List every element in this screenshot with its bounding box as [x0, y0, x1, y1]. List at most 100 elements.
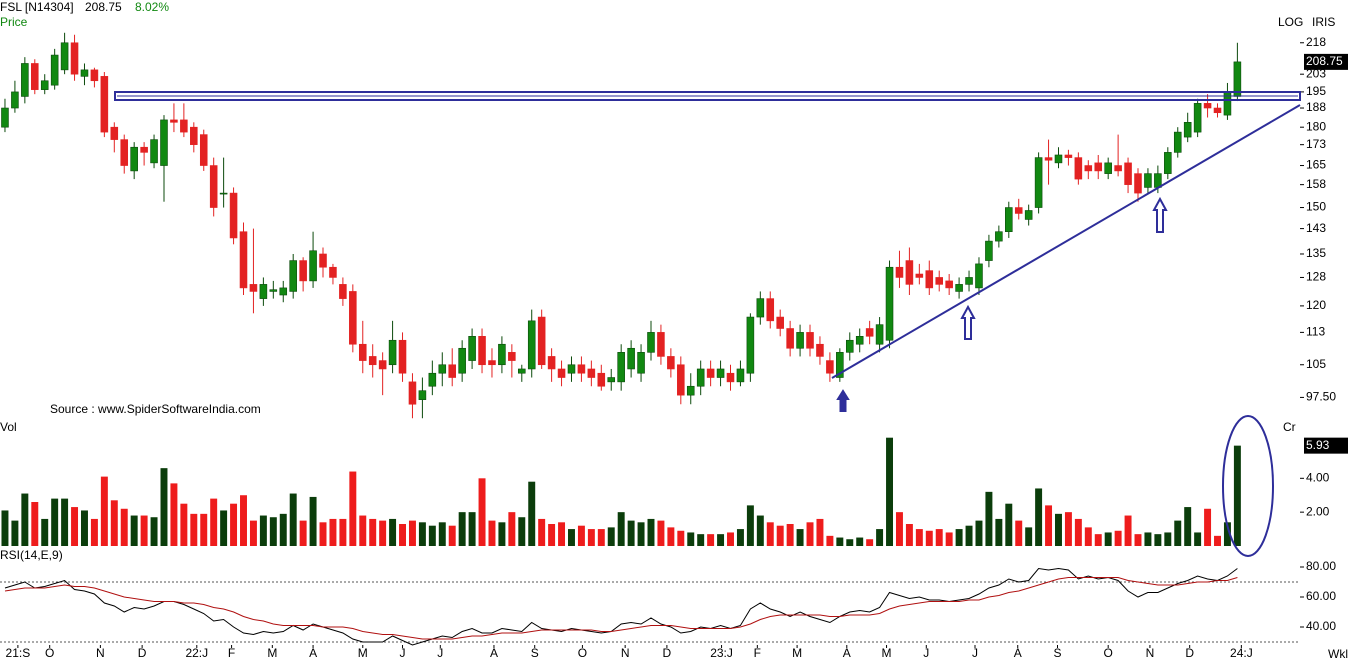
candle-body [1223, 91, 1232, 116]
volume-bar [329, 518, 337, 546]
y-tick-label: 128 [1306, 270, 1326, 284]
candle-body [1034, 157, 1043, 208]
volume-bar [627, 520, 635, 546]
y-tick-label: 113 [1306, 325, 1325, 339]
last-price-box [1304, 53, 1348, 70]
candle-body [418, 390, 427, 400]
candle-body [279, 287, 288, 296]
candle-body [1024, 210, 1033, 220]
candle-body [796, 332, 804, 349]
candle-body [209, 165, 218, 208]
volume-bar [488, 520, 496, 546]
candle-body [299, 260, 307, 282]
candle-body [1064, 154, 1073, 158]
candle-body [1114, 165, 1122, 172]
x-tick-label: A [309, 646, 317, 660]
candle-body [1005, 207, 1013, 233]
candle-body [716, 368, 725, 378]
volume-bar [975, 520, 983, 546]
volume-bar [160, 468, 168, 546]
candle-body [150, 139, 158, 164]
candle-body [746, 316, 755, 374]
volume-bar [826, 535, 834, 546]
x-tick-label: 23:J [710, 646, 733, 660]
candle-body [1193, 103, 1202, 133]
candle-body [378, 360, 387, 370]
volume-bar [41, 518, 49, 546]
candle-body [80, 69, 89, 77]
y-tick-label: 188 [1306, 100, 1326, 114]
candle-body [468, 336, 476, 361]
candle-body [885, 266, 894, 341]
volume-bar [1025, 527, 1033, 546]
candle-body [478, 336, 486, 366]
volume-bar [687, 532, 695, 546]
candle-body [1094, 162, 1103, 172]
candle-body [349, 291, 357, 345]
candle-body [249, 284, 258, 292]
volume-bar [130, 515, 138, 546]
volume-bar [319, 522, 327, 546]
volume-bar [568, 529, 575, 546]
candle-body [120, 139, 129, 166]
source: Source : www.SpiderSoftwareIndia.com [50, 402, 261, 416]
volume-bar [220, 510, 228, 546]
y-tick-label: 173 [1306, 137, 1326, 151]
candle-body [657, 332, 665, 357]
volume-bar [995, 518, 1003, 546]
volume-bar [150, 517, 158, 546]
volume-bar [269, 517, 277, 546]
volume-bar [289, 493, 297, 546]
volume-bar [21, 493, 29, 546]
candle-body [1134, 173, 1142, 194]
candle-body [607, 377, 616, 383]
candle-body [1054, 154, 1063, 164]
candle-body [1104, 162, 1112, 174]
volume-bar [935, 529, 943, 546]
y-tick-label: 60.00 [1306, 589, 1336, 603]
volume-bar [657, 520, 665, 546]
volume-bar [1184, 507, 1192, 546]
candle-body [726, 372, 735, 383]
candle-body [170, 119, 178, 123]
x-tick-label: J [400, 646, 406, 660]
volume-bar [597, 529, 605, 546]
x-tick-label: S [531, 646, 539, 660]
volume-bar [81, 510, 88, 546]
highlight-ellipse [1222, 415, 1274, 557]
volume-bar [498, 522, 506, 546]
volume-bar [1144, 532, 1152, 546]
candle-body [855, 336, 864, 345]
candle-body [776, 316, 784, 329]
volume-bar [508, 512, 516, 546]
volume-bar [1094, 534, 1102, 546]
candle-body [458, 347, 466, 374]
volume-bar [925, 530, 933, 546]
volume-bar [895, 512, 903, 546]
candle-body [1044, 157, 1053, 161]
scale-label: LOG [1278, 15, 1303, 29]
candle-body [160, 119, 168, 166]
candle-body [140, 146, 148, 153]
x-tick-label: M [358, 646, 368, 660]
candle-body [985, 240, 993, 261]
x-tick-label: D [663, 646, 672, 660]
volume-bar [667, 527, 675, 546]
x-tick-label: A [490, 646, 498, 660]
candle-body [190, 126, 198, 145]
candle-body [1084, 165, 1093, 172]
volume-bar [1015, 520, 1023, 546]
y-tick-label: 218 [1306, 35, 1326, 49]
candle-body [180, 119, 188, 133]
trend-line [831, 104, 1301, 379]
symbol: FSL [N14304] [0, 0, 74, 14]
volume-bar [905, 524, 913, 546]
y-tick-label: 150 [1306, 200, 1326, 214]
candle-body [786, 328, 794, 349]
candle-body [567, 364, 576, 374]
volume-bar [1204, 508, 1212, 546]
candle-body [686, 385, 695, 396]
candle-body [955, 284, 963, 292]
candle-body [259, 284, 268, 299]
volume-bar [180, 503, 188, 546]
